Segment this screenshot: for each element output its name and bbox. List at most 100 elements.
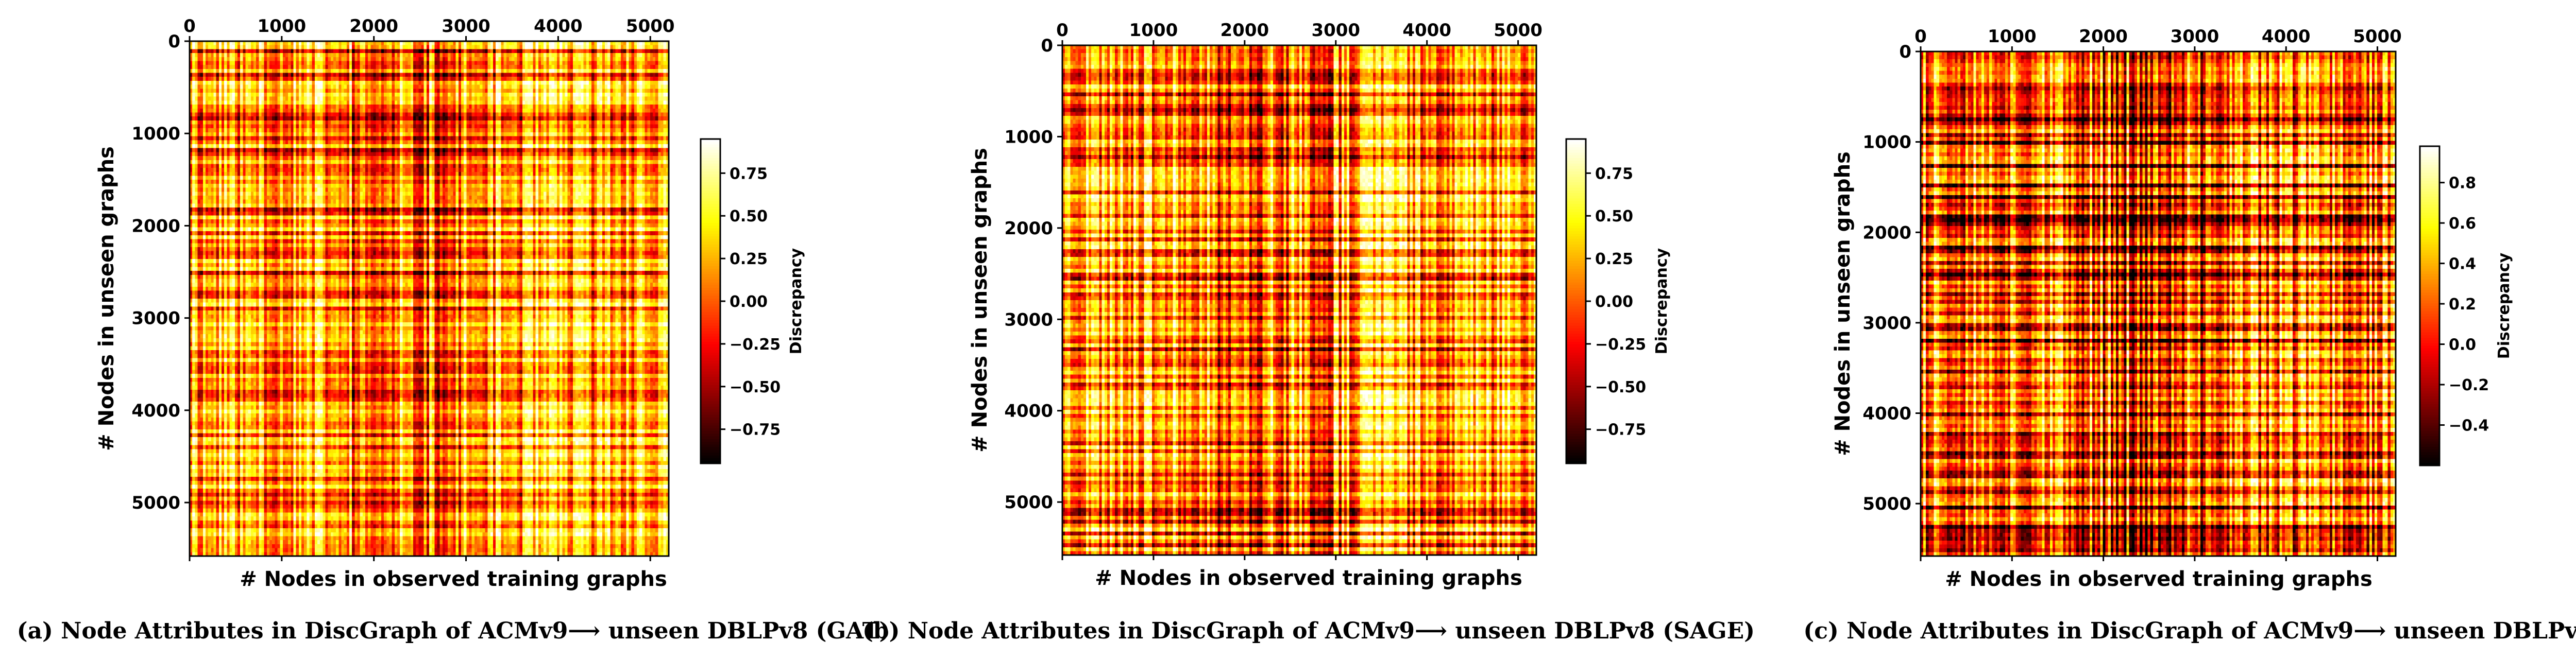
- heatmap-cell: [320, 61, 323, 65]
- heatmap-cell: [272, 49, 275, 53]
- heatmap-cell: [192, 69, 195, 73]
- heatmap-cell: [621, 45, 624, 49]
- heatmap-cell: [605, 49, 608, 53]
- heatmap-cell: [278, 65, 281, 69]
- heatmap-cell: [315, 57, 318, 61]
- heatmap-cell: [443, 57, 446, 61]
- heatmap-cell: [307, 49, 310, 53]
- heatmap-cell: [560, 45, 563, 49]
- heatmap-cell: [472, 45, 475, 49]
- heatmap-cell: [573, 61, 576, 65]
- heatmap-cell: [578, 61, 581, 65]
- heatmap-cell: [269, 45, 273, 49]
- heatmap-cell: [363, 57, 366, 61]
- heatmap-cell: [214, 57, 217, 61]
- heatmap-cell: [379, 61, 382, 65]
- heatmap-cell: [504, 65, 507, 69]
- heatmap-cell: [600, 53, 603, 57]
- heatmap-cells: [190, 41, 669, 557]
- heatmap-cell: [661, 57, 664, 61]
- heatmap-cell: [506, 45, 510, 49]
- heatmap-cell: [232, 53, 235, 57]
- heatmap-cell: [618, 57, 621, 61]
- heatmap-cell: [222, 57, 225, 61]
- heatmap-cell: [637, 49, 640, 53]
- heatmap-cell: [301, 61, 304, 65]
- heatmap-cell: [421, 45, 425, 49]
- heatmap-cell: [358, 45, 361, 49]
- heatmap-cell: [461, 53, 464, 57]
- heatmap-cell: [363, 45, 366, 49]
- heatmap-cell: [650, 53, 653, 57]
- heatmap-cell: [575, 53, 579, 57]
- heatmap-cell: [607, 61, 611, 65]
- heatmap-cell: [291, 69, 294, 73]
- heatmap-cell: [301, 65, 304, 69]
- heatmap-cell: [408, 53, 411, 57]
- heatmap-cell: [512, 65, 515, 69]
- heatmap-cell: [629, 61, 632, 65]
- heatmap-cell: [253, 65, 257, 69]
- heatmap-cell: [655, 49, 658, 53]
- heatmap-cell: [238, 49, 241, 53]
- heatmap-cell: [291, 53, 294, 57]
- heatmap-cell: [456, 49, 459, 53]
- heatmap-cell: [360, 65, 363, 69]
- heatmap-cell: [642, 45, 645, 49]
- heatmap-cell: [610, 57, 613, 61]
- heatmap-cell: [418, 45, 421, 49]
- heatmap-cell: [421, 61, 425, 65]
- heatmap-cell: [498, 61, 501, 65]
- heatmap-cell: [621, 49, 624, 53]
- heatmap-cell: [589, 49, 592, 53]
- heatmap-cell: [480, 45, 483, 49]
- heatmap-cell: [629, 57, 632, 61]
- heatmap-cell: [482, 45, 485, 49]
- heatmap-cell: [259, 61, 262, 65]
- heatmap-cell: [333, 57, 336, 61]
- heatmap-cell: [589, 65, 592, 69]
- heatmap-cell: [493, 45, 496, 49]
- heatmap-cell: [602, 57, 605, 61]
- heatmap-cell: [655, 53, 658, 57]
- heatmap-cell: [664, 57, 667, 61]
- heatmap-cell: [568, 53, 571, 57]
- heatmap-cell: [591, 45, 595, 49]
- heatmap-cell: [230, 65, 233, 69]
- heatmap-cell: [448, 53, 451, 57]
- heatmap-cell: [456, 57, 459, 61]
- heatmap-cell: [216, 61, 219, 65]
- heatmap-cell: [525, 53, 528, 57]
- heatmap-cell: [653, 53, 656, 57]
- heatmap-cell: [331, 45, 334, 49]
- heatmap-cell: [211, 53, 214, 57]
- heatmap-cell: [578, 49, 581, 53]
- heatmap-cell: [288, 57, 291, 61]
- heatmap-cell: [294, 61, 297, 65]
- heatmap-cell: [565, 65, 568, 69]
- heatmap-cell: [621, 61, 624, 65]
- heatmap-cell: [296, 57, 299, 61]
- heatmap-cell: [278, 53, 281, 57]
- heatmap-cell: [354, 49, 358, 53]
- heatmap-cell: [198, 61, 201, 65]
- heatmap-cell: [664, 49, 667, 53]
- heatmap-cell: [658, 53, 661, 57]
- heatmap-cell: [570, 57, 573, 61]
- heatmap-cell: [411, 49, 414, 53]
- heatmap-cell: [520, 61, 523, 65]
- heatmap-cell: [370, 57, 374, 61]
- heatmap-cell: [411, 45, 414, 49]
- heatmap-cell: [496, 61, 499, 65]
- heatmap-cell: [637, 61, 640, 65]
- heatmap-cell: [464, 45, 467, 49]
- heatmap-cell: [525, 49, 528, 53]
- heatmap-cell: [554, 57, 557, 61]
- heatmap-cell: [354, 61, 358, 65]
- heatmap-cell: [520, 49, 523, 53]
- heatmap-cell: [397, 49, 400, 53]
- heatmap-cell: [230, 69, 233, 73]
- heatmap-cell: [326, 57, 329, 61]
- heatmap-cell: [600, 57, 603, 61]
